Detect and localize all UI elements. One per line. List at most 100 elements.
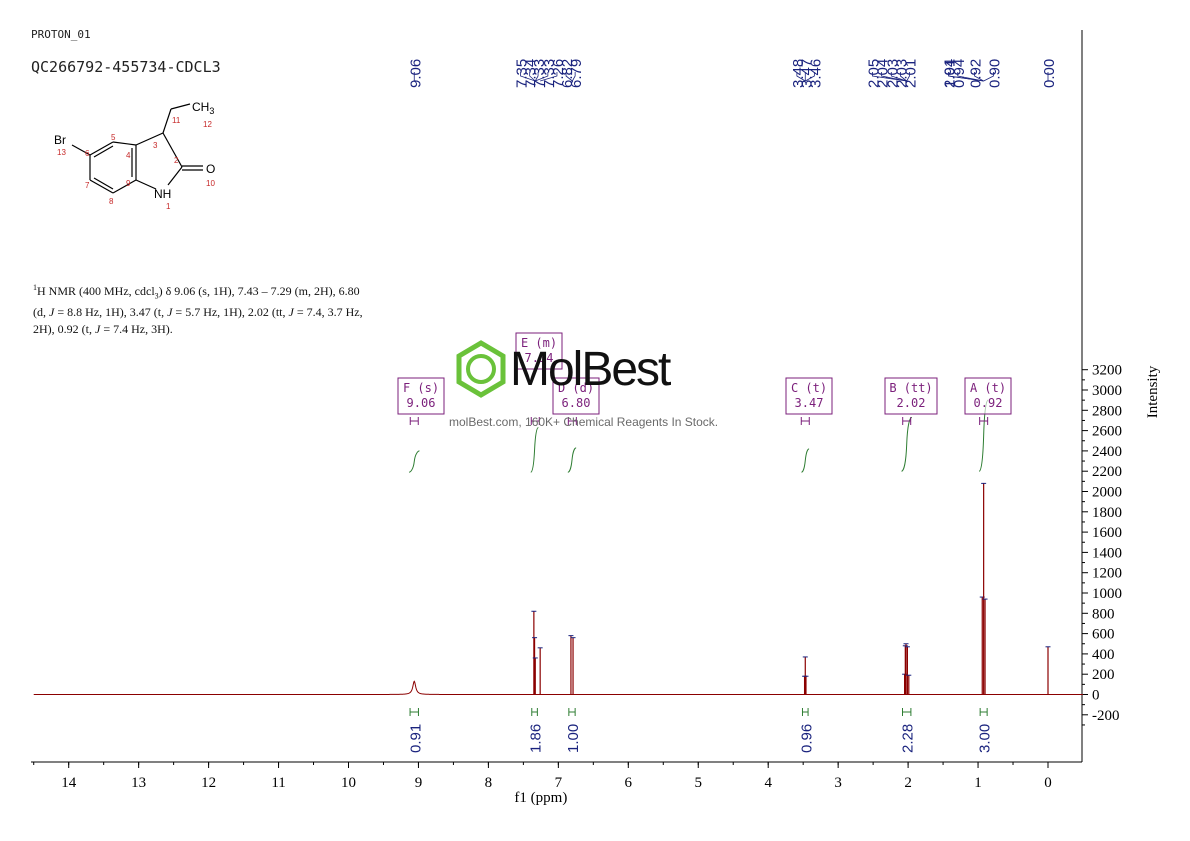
peak-label-leader [900, 72, 907, 82]
y-tick-label: 1200 [1092, 566, 1122, 582]
integral-value: 3.00 [977, 724, 994, 753]
peak-label: 2.05 [865, 59, 882, 88]
atom-number: 4 [126, 151, 131, 160]
atom-number: 1 [166, 202, 171, 210]
multiplet-shift: 2.02 [897, 396, 926, 410]
integral-value: 0.91 [407, 724, 424, 753]
peak-label-leader [890, 72, 907, 82]
y-tick-label: 1600 [1092, 525, 1122, 541]
integral-curve [901, 416, 913, 472]
atom-number: 13 [57, 148, 66, 157]
structure-drawing: Br CH3 O NH 1 2 3 4 5 6 7 8 9 10 11 12 1… [54, 100, 215, 210]
integral-curve [530, 427, 539, 473]
peak-label: 7.33 [541, 59, 558, 88]
peak-label-leader [534, 72, 539, 82]
multiplet-box: F (s)9.06 [397, 377, 445, 415]
header-line-1: PROTON_01 [31, 28, 91, 41]
y-tick-label: 2200 [1092, 464, 1122, 480]
multiplet-box: C (t)3.47 [785, 377, 833, 415]
atom-number: 7 [85, 181, 90, 190]
atom-number: 9 [126, 179, 131, 188]
multiplet-label: F (s) [403, 381, 439, 395]
peak-label: 7.26 [550, 59, 567, 88]
peak-label-leader [565, 72, 573, 82]
integral-value: 1.00 [565, 724, 582, 753]
peak-label: 3.47 [798, 59, 815, 88]
peak-label: 9.06 [407, 59, 424, 88]
x-tick-label: 2 [904, 775, 912, 791]
x-tick-label: 14 [61, 775, 77, 791]
molbest-logo-text: MolBest [510, 343, 671, 396]
peak-label-leader [796, 72, 806, 82]
atom-ch3: CH3 [192, 100, 214, 116]
multiplet-box: E (m)7.34 [515, 332, 563, 370]
spectrum-line [33, 680, 1083, 695]
peak-label: 7.35 [514, 59, 531, 88]
multiplet-label: C (t) [791, 381, 827, 395]
multiplet-shift: 9.06 [407, 396, 436, 410]
x-tick-label: 12 [201, 775, 216, 791]
x-tick-label: 9 [415, 775, 423, 791]
y-tick-label: 3000 [1092, 383, 1122, 399]
peak-label-leader [805, 72, 815, 82]
multiplet-shift: 7.34 [525, 351, 554, 365]
y-tick-label: 1000 [1092, 586, 1122, 602]
x-axis-label: f1 (ppm) [514, 790, 567, 806]
atom-number: 5 [111, 133, 116, 142]
atom-number: 6 [85, 149, 90, 158]
atom-number: 11 [172, 116, 181, 125]
x-tick-label: 6 [625, 775, 633, 791]
peak-label: 2.03 [884, 59, 901, 88]
peak-label-leader [881, 72, 907, 82]
integral-curve [567, 447, 577, 473]
y-tick-label: 400 [1092, 647, 1115, 663]
x-tick-label: 10 [341, 775, 356, 791]
atom-nh: NH [154, 187, 171, 201]
multiplet-label: A (t) [970, 381, 1006, 395]
x-tick-label: 5 [695, 775, 703, 791]
integral-value: 0.96 [798, 724, 815, 753]
atom-o: O [206, 162, 215, 176]
y-tick-label: 1800 [1092, 505, 1122, 521]
header-line-2: QC266792-455734-CDCL3 [31, 58, 221, 76]
peak-label: 2.01 [902, 59, 919, 88]
peak-label-leader [983, 72, 994, 82]
y-tick-label: -200 [1092, 708, 1120, 724]
peak-label: 6.79 [568, 59, 585, 88]
y-tick-label: 2600 [1092, 424, 1122, 440]
y-tick-label: 800 [1092, 606, 1115, 622]
atom-number: 10 [206, 179, 215, 188]
x-tick-label: 0 [1044, 775, 1052, 791]
peak-label: 2.01 [942, 59, 959, 88]
x-tick-label: 11 [271, 775, 285, 791]
y-tick-label: 0 [1092, 688, 1100, 704]
multiplet-box: B (tt)2.02 [884, 377, 938, 415]
multiplet-box: D (d)6.80 [552, 377, 600, 415]
y-tick-label: 1400 [1092, 545, 1122, 561]
peak-label: 2.04 [875, 59, 892, 88]
peak-label-leader [872, 72, 907, 82]
y-tick-label: 600 [1092, 627, 1115, 643]
multiplet-frame [515, 332, 563, 370]
multiplet-label: B (tt) [889, 381, 932, 395]
y-tick-label: 2000 [1092, 485, 1122, 501]
y-tick-label: 2800 [1092, 403, 1122, 419]
y-tick-label: 200 [1092, 667, 1115, 683]
peak-label-leader [535, 72, 549, 82]
nmr-description: 1H NMR (400 MHz, cdcl3) δ 9.06 (s, 1H), … [33, 283, 363, 337]
integral-curve [801, 448, 810, 473]
x-tick-label: 7 [555, 775, 563, 791]
x-tick-label: 13 [131, 775, 146, 791]
multiplet-shift: 3.47 [795, 396, 824, 410]
y-axis-label: Intensity [1145, 365, 1161, 418]
peak-label: 0.92 [968, 59, 985, 88]
molbest-logo-icon [456, 340, 506, 398]
peak-label-leader [529, 72, 536, 82]
peak-label: 0.00 [1041, 59, 1058, 88]
atom-number: 8 [109, 197, 114, 206]
integral-value: 1.86 [528, 724, 545, 753]
peak-label-leader [520, 72, 536, 82]
peak-label: 3.46 [807, 59, 824, 88]
